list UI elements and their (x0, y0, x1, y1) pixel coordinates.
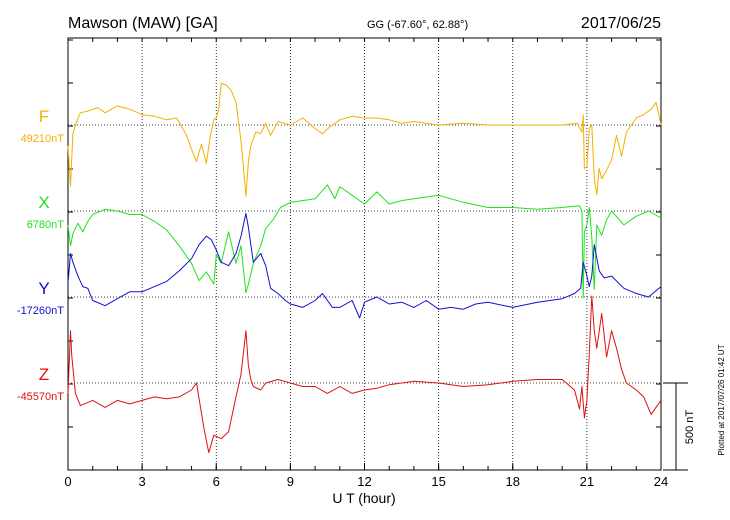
series-line-z (67, 295, 662, 454)
series-lines (67, 82, 662, 454)
grid (68, 38, 661, 470)
series-name-x: X (38, 193, 49, 212)
series-name-y: Y (38, 279, 49, 298)
series-name-z: Z (39, 365, 49, 384)
x-axis-label: U T (hour) (332, 490, 395, 506)
baseline-label-z: -45570nT (17, 391, 64, 403)
x-tick-label: 12 (357, 474, 371, 489)
baseline-label-f: 49210nT (21, 133, 65, 145)
plotted-timestamp: Plotted at 2017/07/26 01:42 UT (717, 344, 726, 455)
x-tick-label: 3 (139, 474, 146, 489)
scale-bar: 500 nT (663, 382, 696, 471)
station-title: Mawson (MAW) [GA] (68, 15, 218, 32)
plot-date: 2017/06/25 (581, 15, 661, 32)
component-labels: F 49210nT X 6780nT Y -17260nT Z -45570nT (17, 107, 64, 403)
station-coordinates: GG (-67.60°, 62.88°) (367, 19, 468, 31)
x-tick-label: 18 (506, 474, 520, 489)
series-line-x (67, 184, 662, 299)
x-tick-label: 15 (431, 474, 445, 489)
axis-ticks: 0 3 6 9 12 15 18 21 24 (64, 38, 668, 489)
x-tick-label: 0 (64, 474, 71, 489)
series-name-f: F (39, 107, 49, 126)
series-line-y (67, 213, 662, 319)
baseline-label-y: -17260nT (17, 305, 64, 317)
baseline-label-x: 6780nT (27, 219, 65, 231)
series-line-f (67, 82, 662, 197)
x-tick-label: 9 (287, 474, 294, 489)
x-tick-label: 24 (654, 474, 668, 489)
x-tick-label: 21 (580, 474, 594, 489)
scale-bar-label: 500 nT (684, 410, 696, 445)
x-tick-label: 6 (213, 474, 220, 489)
